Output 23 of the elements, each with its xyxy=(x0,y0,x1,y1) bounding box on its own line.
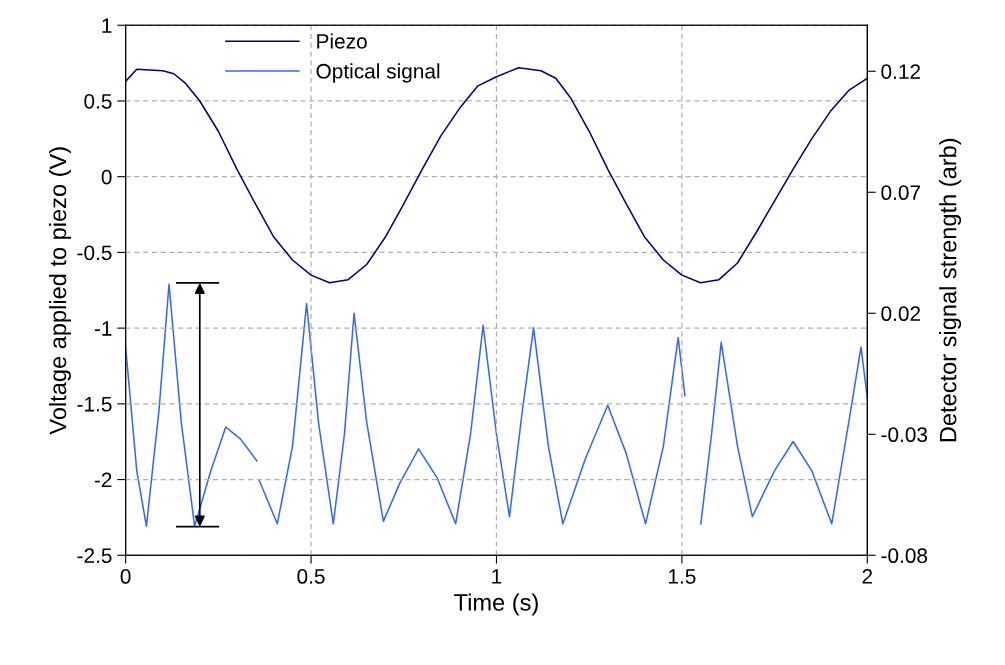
y2-tick-label: -0.08 xyxy=(881,548,928,564)
y-tick-label: -2.5 xyxy=(77,548,112,564)
x-tick-label: 2 xyxy=(862,569,873,584)
x-tick-label: 1.5 xyxy=(669,569,696,584)
legend-label: Optical signal xyxy=(316,63,440,83)
y-tick-label: -2 xyxy=(94,472,112,488)
y2-tick-label: -0.03 xyxy=(881,427,928,443)
y-tick-label: 0 xyxy=(101,169,112,185)
x-tick-label: 0.5 xyxy=(297,569,325,584)
y-tick-label: 1 xyxy=(102,18,112,33)
legend-label: Piezo xyxy=(317,33,367,49)
x-axis-title: Time (s) xyxy=(454,593,538,616)
x-tick-label: 0 xyxy=(120,569,131,584)
y2-tick-label: 0.07 xyxy=(881,185,921,201)
y2-tick-label: 0.12 xyxy=(881,64,921,80)
y-tick-label: -0.5 xyxy=(77,245,112,261)
y-axis-title: Voltage applied to piezo (V) xyxy=(48,147,71,435)
x-tick-label: 1 xyxy=(492,569,502,584)
y-tick-label: 0.5 xyxy=(84,93,112,109)
y2-axis-title: Detector signal strength (arb) xyxy=(939,138,962,442)
y-tick-label: -1.5 xyxy=(77,397,112,412)
y-tick-label: -1 xyxy=(94,321,112,336)
y2-tick-label: 0.02 xyxy=(881,306,921,322)
